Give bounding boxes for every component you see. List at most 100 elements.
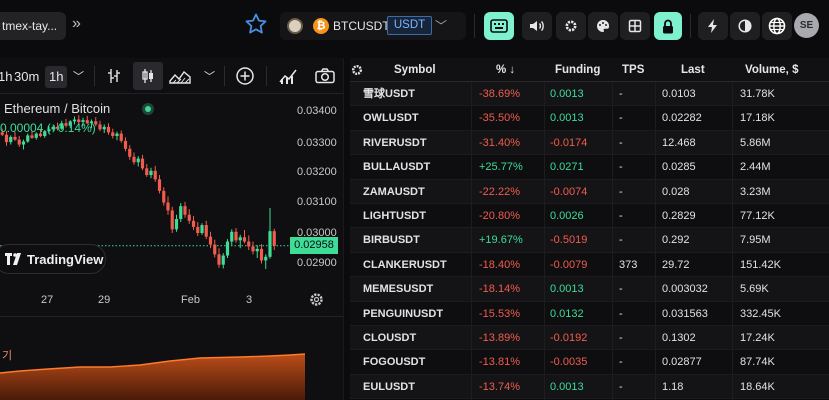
- column-header-symbol[interactable]: Symbol: [394, 64, 436, 76]
- star-icon[interactable]: [244, 12, 268, 36]
- interval-30m[interactable]: 30m: [14, 69, 40, 84]
- table-row[interactable]: 雪球USDT -38.69% 0.0013 - 0.0103 31.78K: [350, 82, 829, 107]
- quote-currency-button[interactable]: USDT: [387, 16, 432, 35]
- workspace-tab[interactable]: tmex-tay...: [0, 12, 66, 40]
- time-tick: 27: [41, 294, 54, 306]
- cell-tps: -: [619, 234, 623, 247]
- chevron-down-icon[interactable]: ﹀: [435, 19, 448, 33]
- chevron-down-icon[interactable]: ﹀: [204, 71, 215, 83]
- candle: [85, 115, 89, 125]
- cell-tps: -: [619, 210, 623, 222]
- chart-panel: 1h 30m 1h ﹀ ﹀ Ethereum / Bitcoin 0.00004…: [0, 58, 344, 400]
- table-row[interactable]: ZAMAUSDT -22.22% -0.0074 - 0.028 3.23M: [350, 179, 829, 204]
- table-row[interactable]: OWLUSDT -35.50% 0.0013 - 0.02282 17.18K: [350, 106, 829, 131]
- column-header-volume[interactable]: Volume, $: [745, 64, 799, 76]
- candle: [128, 145, 132, 160]
- cell-tps: -: [619, 112, 623, 125]
- candle-body: [0, 132, 4, 135]
- cell-volume: 151.42K: [740, 258, 781, 271]
- cell-tps: -: [619, 380, 623, 393]
- table-row[interactable]: BULLAUSDT +25.77% 0.0271 - 0.0285 2.44M: [350, 155, 829, 180]
- gear-icon[interactable]: [309, 292, 324, 307]
- avatar[interactable]: SE: [794, 13, 819, 38]
- chevron-down-icon[interactable]: ﹀: [73, 71, 84, 83]
- cell-volume: 17.24K: [740, 332, 775, 344]
- column-header-tps[interactable]: TPS: [622, 64, 645, 76]
- palette-icon: [597, 19, 610, 32]
- candle: [187, 209, 191, 224]
- candle-body: [47, 129, 51, 132]
- candle: [140, 154, 145, 171]
- cell-symbol: PENGUINUSDT: [363, 307, 444, 320]
- lock-button[interactable]: [654, 12, 682, 40]
- candle: [89, 119, 94, 129]
- table-row[interactable]: FOGOUSDT -13.81% -0.0035 - 0.02877 87.74K: [350, 350, 829, 375]
- candle: [98, 120, 102, 132]
- cell-change: -35.50%: [479, 112, 520, 125]
- chart-toolbar: 1h 30m 1h ﹀ ﹀: [0, 58, 343, 94]
- candle-body: [242, 237, 247, 242]
- tradingview-logo[interactable]: TradingView: [0, 244, 106, 274]
- cell-last: 0.028: [662, 185, 690, 198]
- candle: [234, 228, 238, 243]
- table-row[interactable]: CLANKERUSDT -18.40% -0.0079 373 29.72 151.42K: [350, 252, 829, 278]
- column-header-change[interactable]: % ↓: [496, 64, 516, 76]
- candle: [4, 131, 9, 146]
- candlestick-icon[interactable]: [133, 62, 163, 90]
- price-chart[interactable]: [0, 94, 344, 374]
- candle: [64, 118, 68, 128]
- candle-body: [170, 210, 174, 230]
- interval-1h-selected[interactable]: 1h: [45, 66, 68, 88]
- sound-button[interactable]: [522, 12, 552, 40]
- candle-body: [179, 206, 183, 219]
- table-row[interactable]: BIRBUSDT +19.67% -0.5019 - 0.292 7.95M: [350, 228, 829, 253]
- gear-icon[interactable]: [351, 64, 363, 76]
- cell-symbol: ZAMAUSDT: [363, 185, 425, 198]
- cell-funding: 0.0013: [550, 283, 584, 296]
- table-row[interactable]: LIGHTUSDT -20.80% 0.0026 - 0.2829 77.12K: [350, 204, 829, 229]
- table-row[interactable]: PENGUINUSDT -15.53% 0.0132 - 0.031563 332.45K: [350, 301, 829, 326]
- table-row[interactable]: RIVERUSDT -31.40% -0.0174 - 12.468 5.86M: [350, 130, 829, 156]
- candle-body: [174, 218, 179, 230]
- table-row[interactable]: MEMESUSDT -18.14% 0.0013 - 0.003032 5.69K: [350, 277, 829, 302]
- quick-trade-button[interactable]: [698, 12, 728, 40]
- camera-icon[interactable]: [313, 65, 337, 87]
- indicator-pane[interactable]: 기: [0, 316, 343, 400]
- table-row[interactable]: EULUSDT -13.74% 0.0013 - 1.18 18.64K: [350, 374, 829, 400]
- interval-1h-partial[interactable]: 1h: [0, 69, 13, 84]
- contrast-button[interactable]: [730, 12, 760, 40]
- divider: [690, 14, 691, 38]
- bar-style-icon[interactable]: [102, 65, 126, 87]
- theme-button[interactable]: [588, 12, 618, 40]
- keyboard-icon: [490, 19, 508, 33]
- candle: [264, 254, 268, 269]
- cell-last: 0.1302: [662, 332, 696, 344]
- table-row[interactable]: CLOUSDT -13.89% -0.0192 - 0.1302 17.24K: [350, 326, 829, 351]
- cell-volume: 18.64K: [740, 380, 775, 393]
- language-button[interactable]: [762, 12, 792, 40]
- candle: [166, 196, 170, 215]
- settings-button[interactable]: [556, 12, 586, 40]
- indicators-icon[interactable]: [276, 65, 300, 87]
- column-header-last[interactable]: Last: [681, 64, 705, 76]
- indicator-label: 기: [2, 350, 13, 362]
- lock-icon: [663, 19, 673, 33]
- candle: [60, 120, 64, 130]
- layout-button[interactable]: [620, 12, 650, 40]
- price-tick: 0.03100: [297, 196, 337, 208]
- double-chevron-right-icon[interactable]: »: [72, 15, 81, 32]
- candle-body: [221, 255, 225, 265]
- candle: [30, 130, 34, 140]
- candle: [123, 137, 128, 152]
- column-header-funding[interactable]: Funding: [555, 64, 601, 76]
- add-indicator-icon[interactable]: [233, 65, 257, 87]
- pair-selector[interactable]: ₿ BTCUSDT: [280, 12, 466, 40]
- candle: [72, 116, 77, 125]
- candle-body: [81, 120, 85, 122]
- divider: [474, 14, 475, 38]
- area-chart-icon[interactable]: [168, 65, 192, 87]
- candle: [247, 235, 251, 251]
- keyboard-button[interactable]: [484, 12, 514, 40]
- cell-symbol: CLOUSDT: [363, 332, 417, 344]
- last-price-tag: 0.02958: [290, 237, 338, 254]
